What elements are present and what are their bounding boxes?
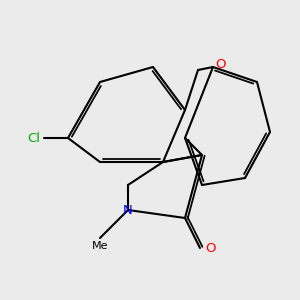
Text: O: O: [215, 58, 226, 71]
Text: Me: Me: [92, 241, 108, 251]
Text: Cl: Cl: [27, 131, 40, 145]
Text: O: O: [205, 242, 215, 254]
Text: N: N: [123, 203, 133, 217]
